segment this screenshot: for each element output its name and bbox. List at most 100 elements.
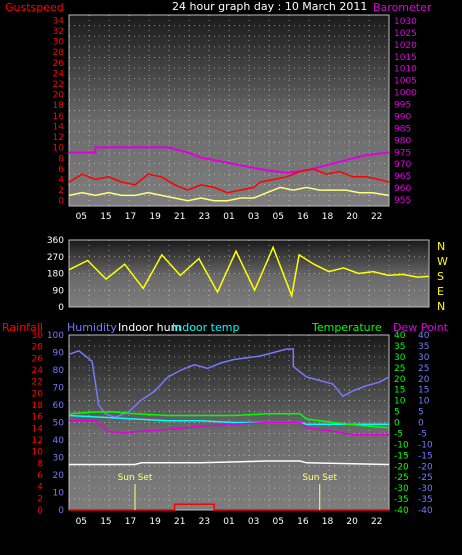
barometer-tick-label: 1005 xyxy=(394,77,417,87)
gustspeed-tick-label: 16 xyxy=(53,112,65,122)
indoor_hum-line xyxy=(69,460,390,466)
barometer-tick-label: 1015 xyxy=(394,53,417,63)
humidity-tick-label: 80 xyxy=(53,366,65,376)
rainfall-tick-label: 24 xyxy=(32,366,44,376)
indoor_temp-line xyxy=(68,414,389,426)
dew-point-tick-label: -40 xyxy=(418,506,433,516)
x-tick-label: 15 xyxy=(100,517,111,527)
temperature-tick-label: 30 xyxy=(394,353,406,363)
barometer-tick-label: 1000 xyxy=(394,89,417,99)
x-tick-label: 05 xyxy=(76,212,87,222)
x-tick-label: 21 xyxy=(174,212,185,222)
dew-point-tick-label: -25 xyxy=(418,473,433,483)
humidity-tick-label: 40 xyxy=(53,436,65,446)
gustspeed-tick-label: 6 xyxy=(58,165,64,175)
humidity-tick-label: 100 xyxy=(47,331,64,341)
direction-tick-label: 180 xyxy=(47,270,64,280)
sun-set-markers: Sun Set Sun Set xyxy=(118,473,338,510)
x-tick-label: 19 xyxy=(149,212,161,222)
x-tick-label: 05 xyxy=(273,517,284,527)
dew-point-tick-label: 10 xyxy=(418,397,430,407)
temperature-tick-label: 35 xyxy=(394,342,405,352)
top-panel-background xyxy=(68,14,390,207)
bottom-panel-grid xyxy=(69,335,389,510)
rainfall-tick-label: 10 xyxy=(32,448,44,458)
dew-point-tick-label: -5 xyxy=(418,429,427,439)
temperature-tick-label: -40 xyxy=(394,506,409,516)
temperature-tick-label: 40 xyxy=(394,331,406,341)
compass-letter: N xyxy=(437,300,445,313)
gustspeed-tick-label: 24 xyxy=(53,69,65,79)
gustspeed-tick-label: 4 xyxy=(58,175,64,185)
barometer-tick-label: 985 xyxy=(394,124,411,134)
barometer-tick-label: 995 xyxy=(394,101,411,111)
temperature-tick-label: 5 xyxy=(394,408,400,418)
top-panel-x-axis: 05 15 17 19 21 23 01 03 05 16 18 20 22 xyxy=(76,212,383,222)
gust-line xyxy=(68,168,390,194)
humidity-tick-label: 90 xyxy=(53,349,65,359)
humidity-tick-label: 50 xyxy=(53,419,65,429)
dew-line xyxy=(69,420,389,436)
wind-direction-axis: 0 90 180 270 360 xyxy=(47,236,64,313)
humidity-tick-label: 70 xyxy=(53,384,65,394)
sun-set-label: Sun Set xyxy=(302,473,337,483)
dew-point-tick-label: -10 xyxy=(418,440,433,450)
temperature-tick-label: -15 xyxy=(394,451,409,461)
dew-point-tick-label: 0 xyxy=(418,419,424,429)
page-title: 24 hour graph day : 10 March 2011 xyxy=(172,0,367,13)
direction-tick-label: 270 xyxy=(47,253,64,263)
x-tick-label: 18 xyxy=(322,212,334,222)
gustspeed-tick-label: 2 xyxy=(58,186,64,196)
compass-letter: E xyxy=(437,285,444,298)
gustspeed-tick-label: 34 xyxy=(53,16,65,26)
barometer-tick-label: 990 xyxy=(394,112,411,122)
x-tick-label: 20 xyxy=(346,212,358,222)
x-tick-label: 22 xyxy=(371,517,382,527)
temperature-line xyxy=(68,411,390,429)
sun-set-label: Sun Set xyxy=(118,473,153,483)
gustspeed-tick-label: 8 xyxy=(58,154,64,164)
rainfall-tick-label: 0 xyxy=(37,506,43,516)
temperature-tick-label: 20 xyxy=(394,375,406,385)
barometer-tick-label: 1025 xyxy=(394,29,417,39)
x-tick-label: 15 xyxy=(100,212,111,222)
rainfall-tick-label: 16 xyxy=(32,413,44,423)
x-tick-label: 23 xyxy=(199,517,210,527)
baro-line xyxy=(69,146,390,174)
compass-letter: N xyxy=(437,240,445,253)
rainfall-tick-label: 20 xyxy=(32,389,44,399)
dew-point-tick-label: 30 xyxy=(418,353,430,363)
x-tick-label: 05 xyxy=(76,517,87,527)
barometer-tick-label: 980 xyxy=(394,136,411,146)
barometer-label: Barometer xyxy=(373,1,432,14)
compass-letter: S xyxy=(437,270,444,283)
dew-point-tick-label: 35 xyxy=(418,342,429,352)
gustspeed-tick-label: 32 xyxy=(53,27,64,37)
humidity-tick-label: 0 xyxy=(58,506,64,516)
x-tick-label: 03 xyxy=(248,517,259,527)
humidity-tick-label: 30 xyxy=(53,454,65,464)
gustspeed-tick-label: 30 xyxy=(53,38,65,48)
dew-point-tick-label: 20 xyxy=(418,375,430,385)
rainfall-tick-label: 14 xyxy=(32,424,44,434)
dew-point-tick-label: -20 xyxy=(418,462,433,472)
humidity-tick-label: 60 xyxy=(53,401,65,411)
x-tick-label: 16 xyxy=(297,212,309,222)
temperature-tick-label: 15 xyxy=(394,386,405,396)
gustspeed-tick-label: 26 xyxy=(53,59,65,69)
x-tick-label: 22 xyxy=(371,212,382,222)
direction-tick-label: 90 xyxy=(53,286,65,296)
barometer-tick-label: 975 xyxy=(394,148,411,158)
gustspeed-tick-label: 10 xyxy=(53,144,65,154)
gustspeed-label: Gustspeed xyxy=(5,1,64,14)
x-tick-label: 23 xyxy=(199,212,210,222)
dew-point-tick-label: 40 xyxy=(418,331,430,341)
temperature-tick-label: -25 xyxy=(394,473,409,483)
gustspeed-tick-label: 20 xyxy=(53,91,65,101)
humidity-line xyxy=(68,348,390,419)
bottom-panel-series xyxy=(68,348,390,511)
